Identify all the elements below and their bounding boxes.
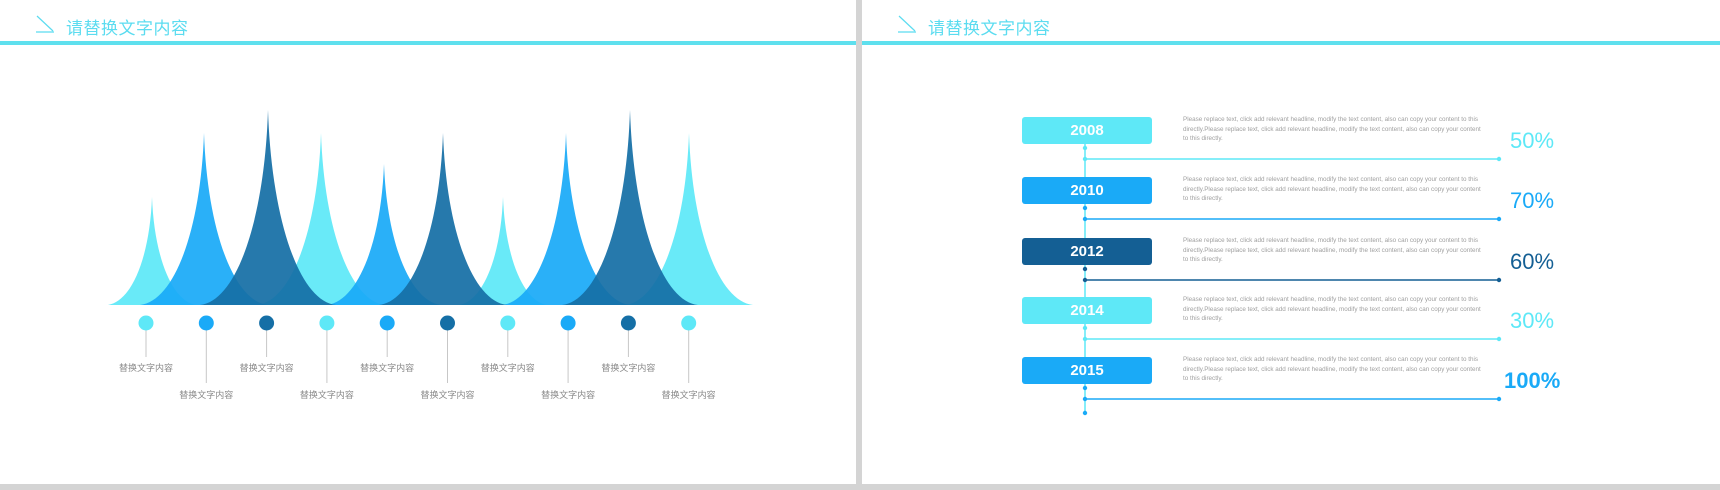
peak-shape bbox=[200, 110, 336, 305]
marker-dot bbox=[681, 315, 697, 331]
percent-value: 50% bbox=[1510, 128, 1555, 153]
year-box: 2012 bbox=[1022, 238, 1152, 265]
marker-label: 替换文字内容 bbox=[420, 390, 475, 400]
marker-label: 替换文字内容 bbox=[299, 390, 354, 400]
connector-end-dot bbox=[1496, 396, 1502, 402]
year-box: 2014 bbox=[1022, 297, 1152, 324]
entry-description: Please replace text, click add relevant … bbox=[1183, 296, 1481, 322]
marker-label: 替换文字内容 bbox=[179, 390, 234, 400]
timeline-dot bbox=[1082, 385, 1088, 391]
year-box: 2015 bbox=[1022, 357, 1152, 384]
peak-shape bbox=[140, 133, 268, 305]
connector-end-dot bbox=[1496, 216, 1502, 222]
peak-shape bbox=[625, 133, 753, 305]
peak-shape bbox=[108, 197, 196, 305]
right-slide: 请替换文字内容 2008 Please replace text, click a… bbox=[862, 0, 1720, 484]
marker-label: 替换文字内容 bbox=[118, 363, 174, 373]
marker-label: 替换文字内容 bbox=[661, 390, 716, 400]
header-divider bbox=[0, 41, 856, 45]
header-divider bbox=[862, 41, 1720, 45]
arrow-down-right-icon bbox=[898, 15, 916, 33]
connector-end-dot bbox=[1496, 277, 1502, 283]
marker-dot bbox=[620, 315, 636, 331]
marker-dot bbox=[560, 315, 576, 331]
connector-start-dot bbox=[1082, 216, 1088, 222]
percent-value: 60% bbox=[1510, 249, 1555, 274]
year-box: 2008 bbox=[1022, 117, 1152, 144]
percent-value: 70% bbox=[1510, 188, 1555, 213]
marker-dot bbox=[500, 315, 516, 331]
peak-shape bbox=[379, 133, 507, 305]
marker-label: 替换文字内容 bbox=[480, 363, 535, 373]
year-box: 2010 bbox=[1022, 177, 1152, 204]
marker-dot bbox=[198, 315, 214, 331]
marker-dot bbox=[379, 315, 395, 331]
timeline-dot bbox=[1082, 205, 1088, 211]
peak-shape bbox=[502, 133, 630, 305]
marker-label: 替换文字内容 bbox=[360, 363, 415, 373]
peak-chart bbox=[108, 110, 753, 383]
page-title: 请替换文字内容 bbox=[928, 19, 1051, 38]
percent-value: 30% bbox=[1510, 308, 1555, 333]
peak-shape bbox=[562, 110, 698, 305]
connector-start-dot bbox=[1082, 336, 1088, 342]
entry-description: Please replace text, click add relevant … bbox=[1183, 237, 1481, 263]
timeline-dot bbox=[1082, 266, 1088, 272]
entry-description: Please replace text, click add relevant … bbox=[1183, 176, 1481, 202]
marker-label: 替换文字内容 bbox=[601, 363, 656, 373]
peak-shape bbox=[459, 197, 547, 305]
connector-end-dot bbox=[1496, 156, 1502, 162]
connector-start-dot bbox=[1082, 277, 1088, 283]
marker-dot bbox=[259, 315, 275, 331]
connector-start-dot bbox=[1082, 396, 1088, 402]
timeline-dot bbox=[1082, 145, 1088, 151]
left-slide: 请替换文字内容 替换文字内容 替换文字内容 替换文字内容 替换文字内容 替换文字内容 替换… bbox=[0, 0, 856, 484]
arrow-down-right-icon bbox=[36, 15, 54, 33]
timeline-dot bbox=[1082, 325, 1088, 331]
peak-shape bbox=[257, 133, 385, 305]
marker-label: 替换文字内容 bbox=[239, 363, 294, 373]
marker-dot bbox=[138, 315, 154, 331]
page-title: 请替换文字内容 bbox=[66, 19, 189, 38]
connector-end-dot bbox=[1496, 336, 1502, 342]
percent-value: 100% bbox=[1504, 368, 1561, 393]
timeline-end-dot bbox=[1082, 410, 1088, 416]
marker-dot bbox=[440, 315, 455, 331]
marker-label: 替换文字内容 bbox=[541, 390, 596, 400]
connector-start-dot bbox=[1082, 156, 1088, 162]
entry-description: Please replace text, click add relevant … bbox=[1183, 116, 1481, 142]
peak-shape bbox=[327, 164, 441, 305]
marker-dot bbox=[319, 315, 335, 331]
entry-description: Please replace text, click add relevant … bbox=[1183, 356, 1481, 382]
peaks-group bbox=[108, 110, 753, 305]
